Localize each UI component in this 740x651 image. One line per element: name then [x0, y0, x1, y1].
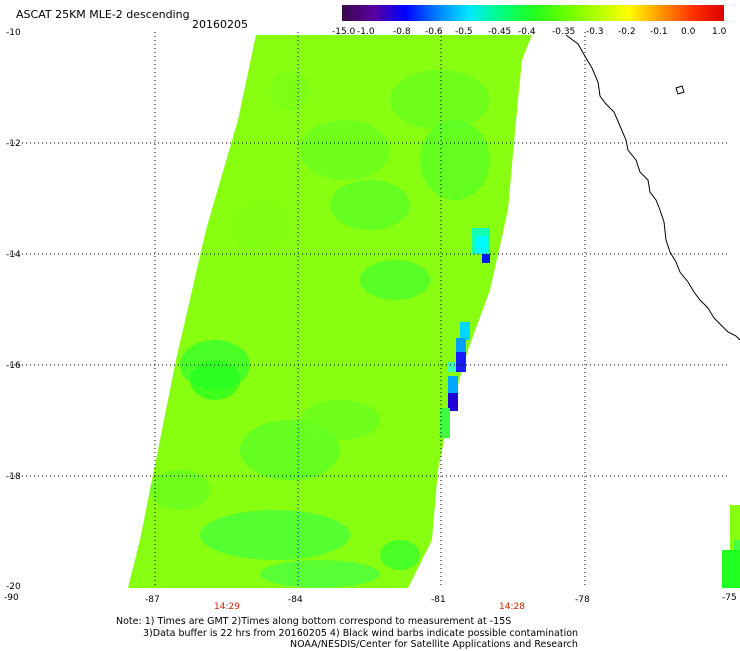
colorbar-label: -0.8: [393, 27, 411, 37]
colorbar-label: -1.0: [357, 27, 375, 37]
map-title: ASCAT 25KM MLE-2 descending: [16, 8, 190, 21]
lat-label: -10: [6, 28, 21, 38]
colorbar-label: -0.45: [488, 27, 512, 37]
coastline: [565, 34, 740, 341]
colorbar-label: -15.0: [332, 27, 356, 37]
lat-label: -20: [6, 582, 21, 592]
colorbar-label: -0.4: [518, 27, 536, 37]
lon-label: -87: [145, 595, 160, 605]
colorbar-label: -0.3: [586, 27, 604, 37]
colorbar-label: 1.0: [712, 27, 727, 37]
map-date: 20160205: [192, 18, 248, 31]
coastal-anomaly: [440, 228, 490, 438]
lon-label: -75: [722, 593, 737, 603]
time-label: 14:29: [214, 602, 240, 612]
lon-label: -90: [4, 593, 19, 603]
graticule: [10, 32, 730, 588]
colorbar-gradient: [342, 5, 724, 21]
lat-label: -14: [6, 250, 21, 260]
time-label: 14:28: [499, 602, 525, 612]
lat-label: -18: [6, 472, 21, 482]
swath-patch: [380, 540, 420, 570]
swath-patch: [200, 510, 350, 560]
lat-label: -12: [6, 139, 21, 149]
colorbar-label: -0.5: [455, 27, 473, 37]
swath-fragment-east: [722, 505, 740, 588]
colorbar-label: -0.6: [425, 27, 443, 37]
lon-label: -81: [431, 595, 446, 605]
swath-patch: [300, 400, 380, 440]
note-line-1: Note: 1) Times are GMT 2)Times along bot…: [116, 616, 512, 627]
colorbar-label: -0.2: [618, 27, 636, 37]
lat-label: -16: [6, 361, 21, 371]
swath-patch: [390, 70, 490, 130]
swath-patch: [230, 200, 290, 250]
swath-patch: [270, 70, 310, 110]
swath-patch: [260, 560, 380, 588]
swath-patches: [150, 70, 490, 588]
note-line-2: 3)Data buffer is 22 hrs from 20160205 4)…: [143, 628, 579, 639]
note-line-3: NOAA/NESDIS/Center for Satellite Applica…: [290, 639, 578, 650]
swath-patch: [360, 260, 430, 300]
swath-patch: [190, 360, 240, 400]
swath-patch: [150, 470, 210, 510]
lon-label: -84: [288, 595, 303, 605]
colorbar-label: 0.0: [681, 27, 696, 37]
swath-patch: [420, 120, 490, 200]
colorbar-label: -0.35: [552, 27, 576, 37]
colorbar-label: -0.1: [650, 27, 668, 37]
swath-patch: [330, 180, 410, 230]
colorbar: [342, 5, 724, 21]
swath-patch: [300, 120, 390, 180]
lon-label: -78: [575, 595, 590, 605]
